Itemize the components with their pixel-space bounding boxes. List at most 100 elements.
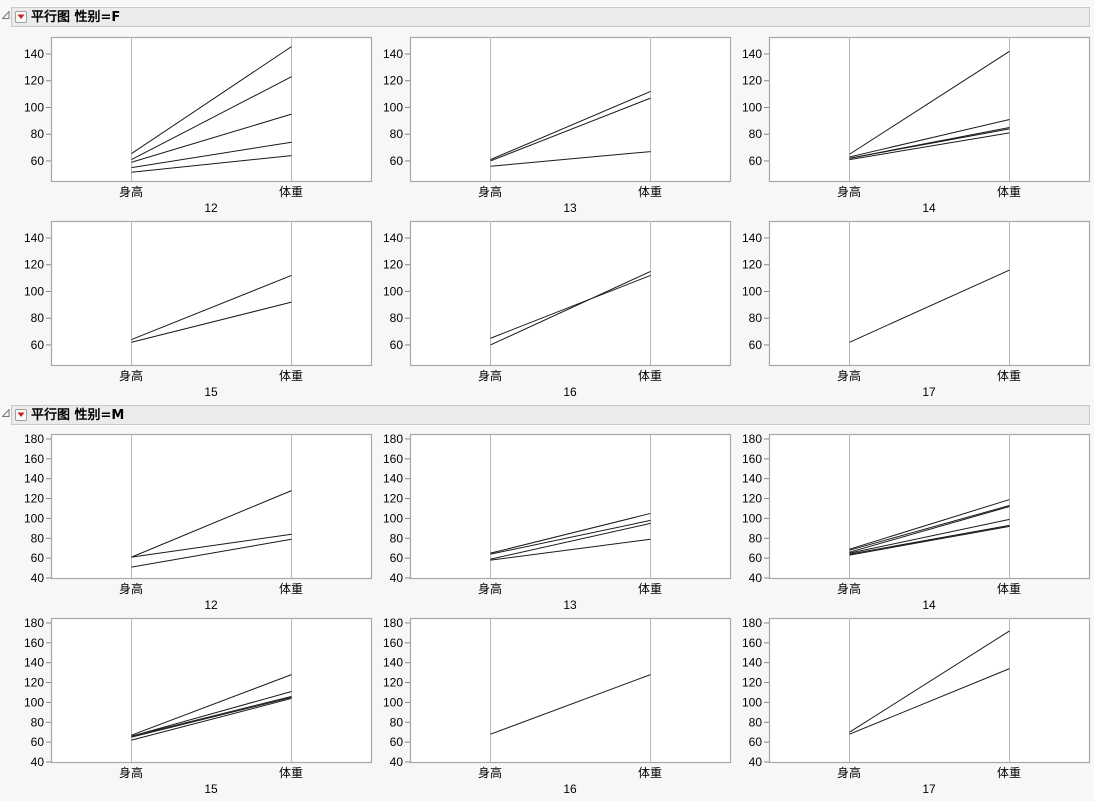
y-tick-label: 80	[749, 715, 763, 729]
data-line	[490, 97, 651, 162]
y-tick-label: 140	[383, 231, 403, 245]
facet-label: 13	[563, 201, 577, 215]
red-triangle-menu-button[interactable]	[15, 409, 27, 421]
y-tick-label: 140	[742, 231, 762, 245]
data-line	[131, 691, 292, 737]
y-tick-label: 60	[390, 154, 404, 168]
y-tick-label: 60	[31, 551, 45, 565]
y-tick-label: 120	[24, 676, 44, 690]
data-line	[490, 90, 651, 161]
y-tick-label: 100	[742, 100, 762, 114]
facet-panel-age-13: 40 60 80 100 120 140 160 180 身高 体重 13	[383, 432, 732, 612]
data-line	[131, 697, 292, 741]
data-line	[131, 141, 292, 169]
data-line	[849, 499, 1010, 550]
x-category-label: 身高	[837, 581, 861, 596]
data-line	[849, 50, 1010, 155]
y-tick-label: 40	[749, 755, 763, 769]
red-triangle-menu-button[interactable]	[15, 11, 27, 23]
y-tick-label: 100	[383, 284, 403, 298]
y-tick-label: 160	[24, 636, 44, 650]
x-category-label: 身高	[478, 368, 502, 383]
data-line	[131, 490, 292, 558]
data-line	[490, 522, 651, 560]
plot-frame	[768, 220, 1091, 367]
y-tick-label: 120	[24, 258, 44, 272]
plot-frame	[409, 617, 732, 764]
outline-header-female[interactable]: 平行图 性别=F	[11, 7, 1090, 27]
y-tick-label: 80	[390, 311, 404, 325]
y-tick-label: 60	[31, 735, 45, 749]
facet-label: 17	[922, 782, 936, 796]
outline-header-male[interactable]: 平行图 性别=M	[11, 405, 1090, 425]
facet-label: 16	[563, 782, 577, 796]
y-tick-label: 100	[24, 511, 44, 525]
x-category-label: 体重	[279, 766, 303, 780]
y-tick-label: 120	[742, 74, 762, 88]
y-tick-label: 80	[31, 311, 45, 325]
y-tick-label: 140	[383, 656, 403, 670]
y-tick-label: 80	[749, 531, 763, 545]
data-line	[849, 269, 1010, 343]
data-line	[131, 113, 292, 163]
data-line	[131, 46, 292, 155]
facet-label: 15	[204, 782, 218, 796]
x-category-label: 身高	[478, 184, 502, 199]
data-line	[849, 668, 1010, 735]
y-tick-label: 120	[742, 258, 762, 272]
data-line	[131, 674, 292, 736]
y-tick-label: 100	[24, 695, 44, 709]
y-tick-label: 120	[742, 676, 762, 690]
y-tick-label: 60	[31, 338, 45, 352]
y-tick-label: 180	[24, 616, 44, 630]
section-title: 平行图 性别=M	[31, 408, 125, 423]
x-category-label: 体重	[279, 582, 303, 596]
y-tick-label: 40	[749, 571, 763, 585]
facet-panel-age-14: 40 60 80 100 120 140 160 180 身高 体重 14	[742, 432, 1091, 612]
y-tick-label: 140	[742, 47, 762, 61]
data-line	[849, 524, 1010, 555]
x-category-label: 体重	[279, 185, 303, 199]
x-category-label: 体重	[638, 582, 662, 596]
facet-panel-age-15: 40 60 80 100 120 140 160 180 身高 体重 15	[24, 616, 373, 796]
data-line	[849, 630, 1010, 733]
dropdown-arrow-icon	[17, 412, 25, 417]
facet-label: 16	[563, 385, 577, 399]
y-tick-label: 140	[24, 656, 44, 670]
plot-frame	[50, 433, 373, 580]
data-line	[490, 674, 651, 735]
y-tick-label: 80	[390, 531, 404, 545]
x-category-label: 体重	[997, 369, 1021, 383]
y-tick-label: 40	[31, 755, 45, 769]
facet-panel-age-16: 60 80 100 120 140 身高 体重 16	[383, 220, 732, 399]
plot-frame	[50, 617, 373, 764]
y-tick-label: 80	[31, 531, 45, 545]
x-category-label: 体重	[638, 369, 662, 383]
y-tick-label: 140	[742, 472, 762, 486]
facet-label: 14	[922, 598, 936, 612]
y-tick-label: 120	[383, 258, 403, 272]
y-tick-label: 60	[390, 338, 404, 352]
data-line	[131, 696, 292, 738]
x-category-label: 体重	[279, 369, 303, 383]
section-title: 平行图 性别=F	[31, 10, 121, 25]
y-tick-label: 140	[24, 47, 44, 61]
y-tick-label: 100	[24, 100, 44, 114]
plot-frame	[50, 220, 373, 367]
y-tick-label: 100	[742, 511, 762, 525]
y-tick-label: 120	[24, 74, 44, 88]
y-tick-label: 60	[749, 154, 763, 168]
y-tick-label: 180	[742, 616, 762, 630]
data-line	[849, 518, 1010, 554]
y-tick-label: 160	[383, 452, 403, 466]
y-tick-label: 120	[383, 74, 403, 88]
y-tick-label: 60	[749, 338, 763, 352]
y-tick-label: 120	[24, 492, 44, 506]
disclosure-triangle-icon[interactable]	[2, 11, 10, 19]
facet-panel-age-16: 40 60 80 100 120 140 160 180 身高 体重 16	[383, 616, 732, 796]
y-tick-label: 120	[383, 676, 403, 690]
x-category-label: 身高	[837, 765, 861, 780]
facet-panel-age-17: 60 80 100 120 140 身高 体重 17	[742, 220, 1091, 399]
disclosure-triangle-icon[interactable]	[2, 409, 10, 417]
y-tick-label: 100	[742, 284, 762, 298]
